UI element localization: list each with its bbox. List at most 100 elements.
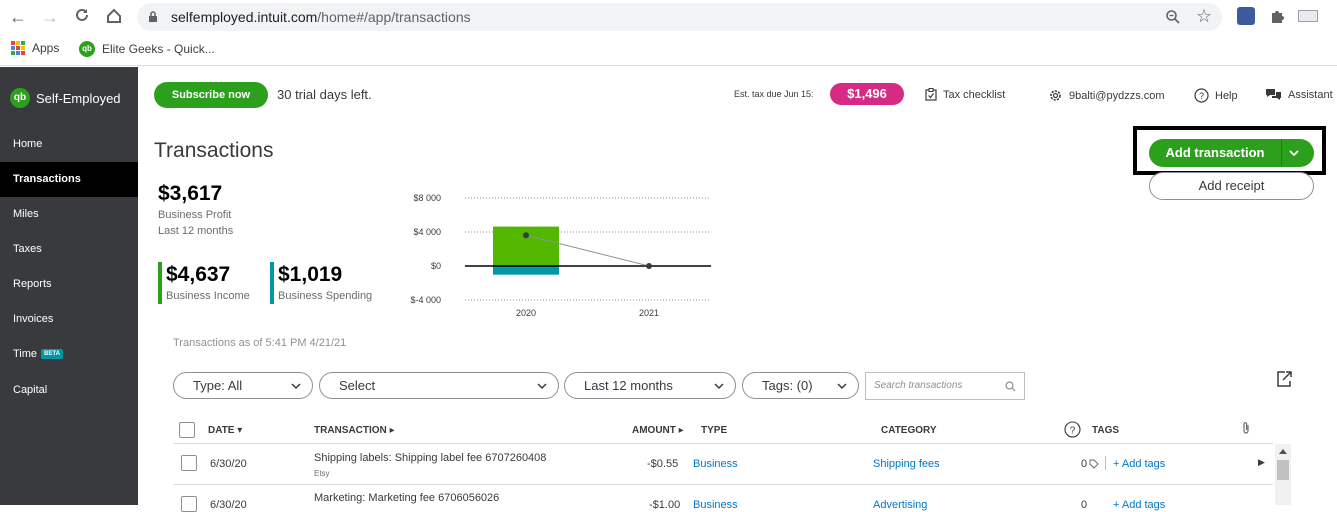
sort-down-icon: ▾ [237, 425, 243, 436]
bookmarks-bar: Apps qb Elite Geeks - Quick... [0, 34, 1337, 66]
help-icon: ? [1194, 88, 1209, 103]
add-transaction-label: Add transaction [1165, 145, 1265, 160]
quickbooks-icon: qb [79, 41, 95, 57]
chat-bubbles-icon [1266, 89, 1281, 100]
url-text: selfemployed.intuit.com/home#/app/transa… [171, 9, 471, 25]
profit-period: Last 12 months [158, 225, 234, 237]
forward-icon[interactable]: → [41, 7, 59, 27]
row-amount: -$1.00 [649, 499, 681, 511]
column-header-date[interactable]: DATE ▾ [208, 425, 242, 436]
extensions-icon[interactable] [1268, 7, 1286, 25]
brand-logo[interactable]: qb Self-Employed [10, 88, 121, 108]
sidebar-item-miles[interactable]: Miles [0, 197, 138, 232]
bookmark-star-icon[interactable]: ☆ [1196, 6, 1213, 26]
search-input[interactable]: Search transactions [865, 372, 1025, 400]
row-category[interactable]: Shipping fees [873, 458, 940, 470]
est-tax-label: Est. tax due Jun 15: [734, 89, 814, 99]
row-category[interactable]: Advertising [873, 499, 928, 511]
sidebar: qb Self-Employed Home Transactions Miles… [0, 67, 138, 505]
page-title: Transactions [154, 139, 274, 162]
gear-icon [1050, 90, 1061, 101]
x-tick-label: 2021 [639, 308, 659, 318]
sidebar-item-home[interactable]: Home [0, 127, 138, 162]
sidebar-item-invoices[interactable]: Invoices [0, 302, 138, 337]
profit-point [646, 263, 652, 269]
chevron-down-icon [837, 383, 847, 390]
back-icon[interactable]: ← [9, 7, 27, 27]
subscribe-button[interactable]: Subscribe now [154, 82, 268, 108]
profit-label: Business Profit [158, 209, 232, 221]
sort-right-icon: ▸ [389, 425, 395, 436]
cast-icon[interactable] [1298, 10, 1318, 22]
sort-right-icon: ▸ [678, 425, 684, 436]
row-checkbox[interactable] [181, 496, 197, 512]
address-bar[interactable]: selfemployed.intuit.com/home#/app/transa… [137, 3, 1222, 31]
help-icon[interactable]: ? [1064, 421, 1081, 438]
chart-bar [493, 266, 559, 275]
type-filter[interactable]: Type: All [173, 372, 313, 399]
est-tax-value[interactable]: $1,496 [830, 83, 904, 105]
row-date: 6/30/20 [210, 458, 247, 470]
zoom-icon[interactable] [1165, 9, 1181, 25]
brand-name: Self-Employed [36, 90, 121, 106]
export-icon[interactable] [1275, 370, 1293, 388]
income-indicator [158, 262, 162, 304]
sidebar-item-reports[interactable]: Reports [0, 267, 138, 302]
bookmark-label: Apps [32, 41, 60, 55]
y-tick-label: $0 [431, 261, 441, 271]
help-link[interactable]: ? Help [1194, 88, 1238, 103]
category-select[interactable]: Select [319, 372, 559, 399]
profit-point [523, 232, 529, 239]
column-header-label: AMOUNT [632, 425, 676, 436]
row-type[interactable]: Business [693, 458, 738, 470]
type-filter-value: Type: All [193, 378, 243, 393]
sidebar-item-label: Transactions [13, 173, 81, 185]
sidebar-item-label: Taxes [13, 243, 42, 255]
search-placeholder: Search transactions [874, 380, 963, 391]
row-transaction: Marketing: Marketing fee 6706056026 [314, 492, 500, 504]
column-header-category: CATEGORY [881, 425, 937, 436]
quickbooks-logo-icon: qb [10, 88, 30, 108]
row-type[interactable]: Business [693, 499, 738, 511]
sidebar-item-capital[interactable]: Capital [0, 373, 138, 408]
add-tags-link[interactable]: + Add tags [1113, 458, 1166, 470]
y-tick-label: $-4 000 [410, 295, 441, 305]
date-range-filter[interactable]: Last 12 months [564, 372, 736, 399]
sidebar-item-taxes[interactable]: Taxes [0, 232, 138, 267]
trial-days-text: 30 trial days left. [277, 87, 372, 102]
sidebar-item-transactions[interactable]: Transactions [0, 162, 138, 197]
add-tags-link[interactable]: + Add tags [1113, 499, 1166, 511]
header-divider [173, 443, 1273, 444]
svg-text:?: ? [1199, 91, 1204, 101]
profit-line [525, 234, 650, 267]
tax-checklist-link[interactable]: Tax checklist [925, 88, 1005, 101]
scroll-up-icon[interactable] [1279, 449, 1287, 454]
sidebar-item-time[interactable]: Time BETA [0, 337, 138, 372]
bookmark-elite-geeks[interactable]: qb Elite Geeks - Quick... [79, 41, 215, 57]
split-divider [1281, 139, 1282, 167]
chevron-down-icon[interactable] [1287, 146, 1301, 160]
extension-puzzle-blue-icon[interactable] [1237, 7, 1255, 25]
search-icon [1005, 381, 1016, 392]
bookmark-apps[interactable]: Apps [11, 41, 59, 55]
column-header-amount[interactable]: AMOUNT ▸ [632, 425, 684, 436]
account-link[interactable]: 9balti@pydzzs.com [1048, 88, 1165, 103]
spending-label: Business Spending [278, 290, 373, 302]
row-expand-icon[interactable]: ▶ [1258, 457, 1265, 467]
reload-icon[interactable] [72, 7, 92, 27]
add-transaction-button[interactable]: Add transaction [1149, 139, 1314, 167]
row-tag-count: 0 [1081, 499, 1088, 511]
row-date: 6/30/20 [210, 499, 247, 511]
add-receipt-button[interactable]: Add receipt [1149, 172, 1314, 200]
column-header-transaction[interactable]: TRANSACTION ▸ [314, 425, 395, 436]
tags-filter[interactable]: Tags: (0) [742, 372, 859, 399]
scrollbar-thumb[interactable] [1277, 460, 1289, 480]
row-checkbox[interactable] [181, 455, 197, 471]
date-range-value: Last 12 months [584, 378, 673, 393]
assistant-link[interactable]: Assistant [1265, 88, 1333, 102]
home-icon[interactable] [104, 7, 124, 27]
category-select-value: Select [339, 378, 376, 393]
chevron-down-icon [537, 383, 547, 390]
select-all-checkbox[interactable] [179, 422, 195, 438]
row-tag-count: 0 [1081, 458, 1088, 470]
